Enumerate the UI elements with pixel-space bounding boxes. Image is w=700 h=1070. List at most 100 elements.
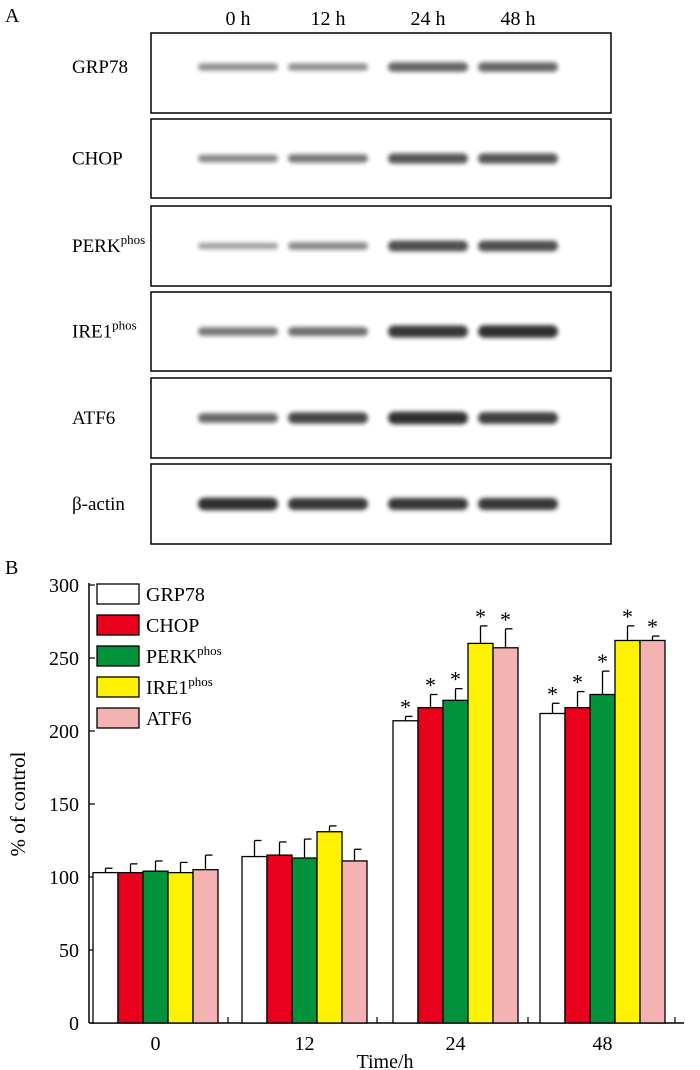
- bar: [392, 720, 419, 1024]
- y-tick-label: 100: [49, 867, 79, 889]
- legend-label: GRP78: [146, 584, 205, 606]
- y-tick-label: 0: [69, 1013, 79, 1035]
- legend-label: ATF6: [146, 708, 192, 730]
- bar: [614, 639, 641, 1024]
- blot-row: IRE1phos: [72, 291, 612, 372]
- blot-band: [478, 325, 558, 338]
- blot-band: [388, 325, 468, 338]
- bar: [442, 699, 469, 1024]
- bar: [241, 855, 268, 1024]
- panel-a-label: A: [5, 5, 20, 27]
- blot-band: [478, 62, 558, 72]
- blot-band: [198, 497, 278, 511]
- bar: [192, 869, 219, 1024]
- y-tick-label: 200: [49, 721, 79, 743]
- blot-label: ATF6: [72, 408, 115, 429]
- legend-label: IRE1phos: [146, 674, 213, 699]
- bar: [467, 642, 494, 1024]
- bar: [564, 706, 591, 1024]
- blot-band: [388, 240, 468, 252]
- blot-label: IRE1phos: [72, 318, 137, 343]
- panel-b-bar-chart: B 0 50 100 150 200 250 300 % of control 0 12 24 48 Ti…: [5, 557, 684, 1070]
- significance-marker: *: [500, 607, 511, 632]
- blot-band: [388, 411, 468, 425]
- blot-label: GRP78: [72, 57, 128, 78]
- blot-band: [388, 62, 468, 72]
- x-tick-label: 0: [151, 1033, 161, 1055]
- bar: [539, 712, 566, 1024]
- blot-label: CHOP: [72, 149, 123, 170]
- blot-band: [198, 327, 278, 336]
- panel-b-label: B: [5, 557, 18, 579]
- blot-band: [198, 63, 278, 71]
- significance-marker: *: [622, 604, 633, 629]
- significance-marker: *: [475, 604, 486, 629]
- legend-swatch: [96, 707, 140, 729]
- legend-label: PERKphos: [146, 643, 222, 668]
- blot-row: CHOP: [72, 118, 612, 199]
- bar: [117, 871, 144, 1024]
- blot-label: PERKphos: [72, 232, 145, 257]
- x-tick-label: 12: [295, 1033, 315, 1055]
- blot-row: PERKphos: [72, 205, 612, 287]
- bar: [266, 854, 293, 1024]
- blot-band: [288, 497, 368, 511]
- bar: [291, 857, 318, 1024]
- blot-row: ATF6: [72, 377, 612, 459]
- significance-marker: *: [400, 694, 411, 719]
- bar: [142, 870, 169, 1024]
- significance-marker: *: [597, 649, 608, 674]
- significance-marker: *: [572, 670, 583, 695]
- blot-band: [288, 412, 368, 424]
- legend-label: CHOP: [146, 615, 199, 637]
- time-label: 24 h: [411, 8, 446, 30]
- x-axis-label: Time/h: [356, 1051, 413, 1070]
- blot-band: [478, 412, 558, 424]
- time-label: 12 h: [311, 8, 346, 30]
- y-axis-label: % of control: [6, 751, 30, 856]
- bar: [92, 871, 119, 1024]
- legend-swatch: [96, 614, 140, 636]
- y-tick-label: 300: [49, 575, 79, 597]
- significance-marker: *: [647, 614, 658, 639]
- bar: [167, 871, 194, 1024]
- legend-swatch: [96, 645, 140, 667]
- time-label: 0 h: [226, 8, 251, 30]
- time-label: 48 h: [501, 8, 536, 30]
- significance-marker: *: [425, 673, 436, 698]
- x-tick-label: 48: [593, 1033, 613, 1055]
- legend: GRP78 CHOP PERKphos IRE1phos ATF6: [96, 583, 222, 730]
- bar: [639, 639, 666, 1024]
- blot-label: β-actin: [72, 494, 125, 515]
- blot-band: [288, 154, 368, 163]
- blot-band: [288, 63, 368, 71]
- blot-row: GRP78: [72, 32, 612, 114]
- y-tick-label: 150: [49, 794, 79, 816]
- blot-band: [478, 153, 558, 164]
- blot-band: [288, 242, 368, 250]
- y-tick-label: 50: [59, 940, 79, 962]
- blot-band: [288, 327, 368, 336]
- bar: [492, 647, 519, 1024]
- x-tick-label: 24: [446, 1033, 466, 1055]
- blot-row: β-actin: [72, 463, 612, 545]
- significance-marker: *: [547, 681, 558, 706]
- blot-band: [388, 153, 468, 164]
- bar: [316, 831, 343, 1024]
- blot-band: [478, 497, 558, 511]
- blot-band: [198, 413, 278, 423]
- bar: [589, 693, 616, 1024]
- bar: [341, 860, 368, 1024]
- significance-marker: *: [450, 667, 461, 692]
- legend-swatch: [96, 676, 140, 698]
- blot-band: [478, 240, 558, 252]
- blot-band: [198, 154, 278, 163]
- legend-swatch: [96, 583, 140, 605]
- y-tick-label: 250: [49, 648, 79, 670]
- bar: [417, 706, 444, 1024]
- blot-frame: [150, 32, 612, 114]
- panel-a-western-blot: A 0 h 12 h 24 h 48 h GRP78 CHOP PERKphos IRE1pho…: [5, 5, 612, 545]
- blot-band: [198, 242, 278, 250]
- blot-band: [388, 497, 468, 511]
